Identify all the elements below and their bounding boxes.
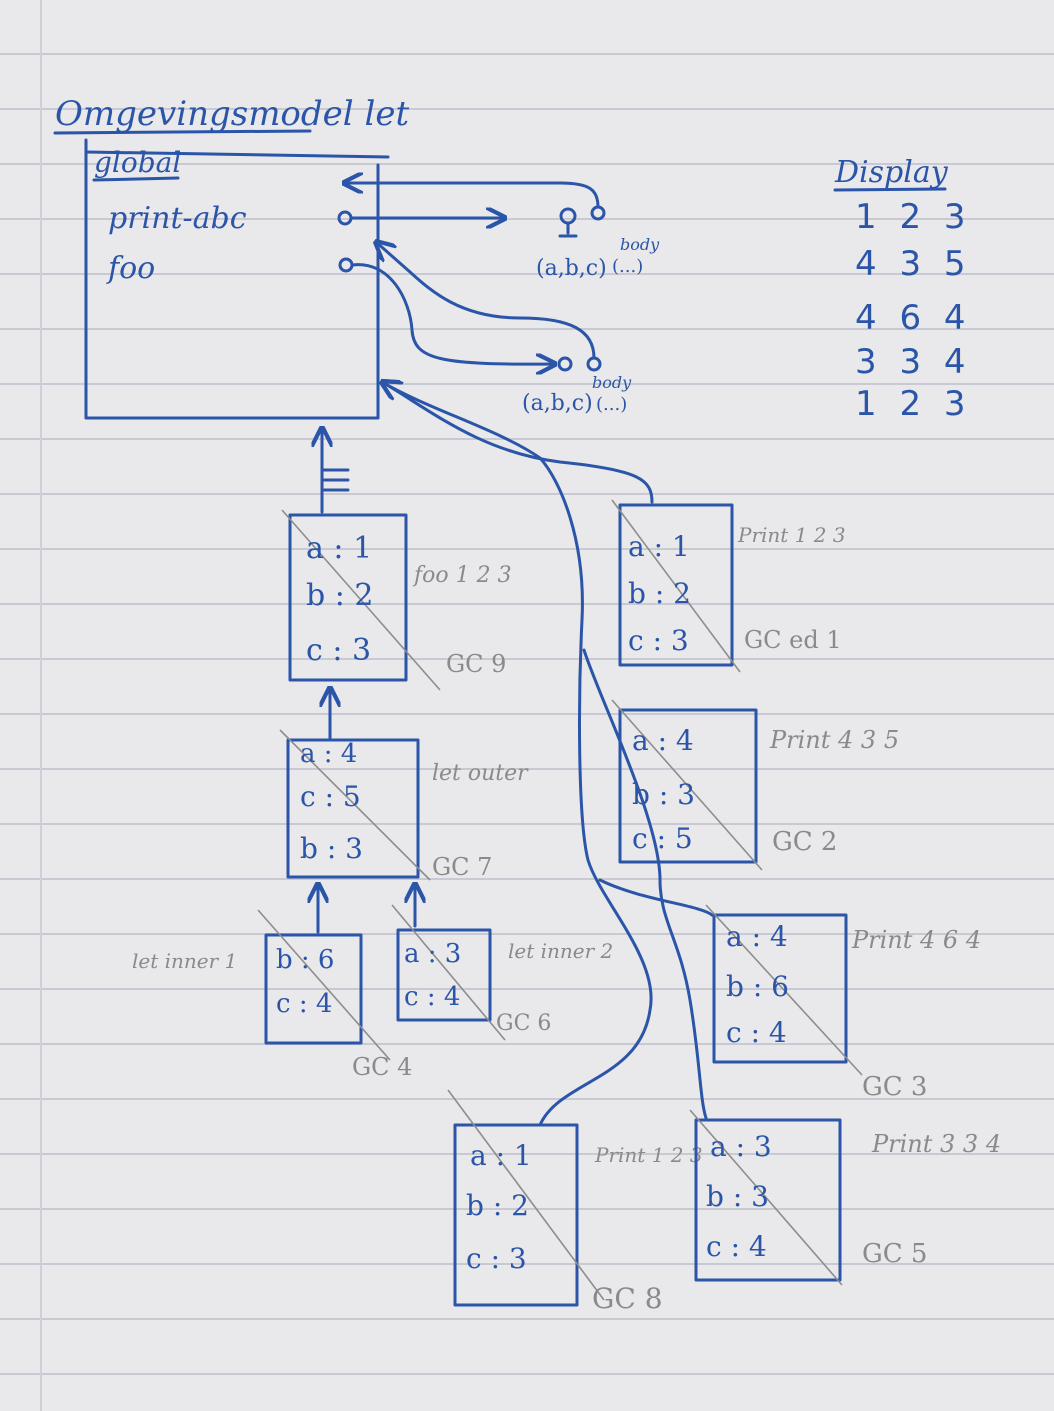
global-frame-top bbox=[84, 150, 390, 159]
frame-p3-gc: GC 3 bbox=[862, 1072, 927, 1102]
frame-foo-row-b: b : 2 bbox=[306, 578, 373, 613]
closure-1-body: body bbox=[620, 235, 660, 254]
frame-let-inner-2: a : 3 c : 4 let inner 2 GC 6 bbox=[391, 904, 613, 1041]
frame-inner1-row-c: c : 4 bbox=[276, 989, 332, 1019]
frame-inner1-label: let inner 1 bbox=[132, 949, 237, 973]
diagram-title: Omgevingsmodel let bbox=[55, 94, 409, 134]
display-line-4: 3 3 4 bbox=[855, 342, 972, 382]
binding-print-abc: print-abc bbox=[108, 201, 247, 236]
closure-foo: (a,b,c) body (...) bbox=[522, 356, 632, 416]
frame-inner2-label: let inner 2 bbox=[508, 939, 613, 963]
frame-inner1-row-b: b : 6 bbox=[276, 945, 334, 975]
frame-outer-label: let outer bbox=[432, 761, 529, 786]
frame-inner1-gc: GC 4 bbox=[352, 1053, 412, 1081]
frame-p5-label: Print 3 3 4 bbox=[871, 1130, 1001, 1158]
frame-let-outer: a : 4 c : 5 b : 3 let outer GC 7 bbox=[279, 729, 529, 881]
frame-foo: a : 1 b : 2 c : 3 foo 1 2 3 GC 9 bbox=[281, 509, 512, 691]
frame-p3-label: Print 4 6 4 bbox=[851, 926, 981, 954]
frame-foo-row-c: c : 3 bbox=[306, 633, 371, 668]
binding-dot-print-abc bbox=[337, 210, 353, 226]
display-underline bbox=[833, 187, 947, 192]
display-line-5: 1 2 3 bbox=[855, 384, 972, 424]
display-line-3: 4 6 4 bbox=[855, 298, 972, 338]
frame-outer-row-c: c : 5 bbox=[300, 780, 361, 813]
frame-p1-row-c: c : 3 bbox=[628, 624, 689, 657]
arrow-closure1-env bbox=[344, 183, 600, 209]
frame-foo-gc: GC 9 bbox=[446, 650, 506, 678]
frame-print-123-b: a : 1 b : 2 c : 3 Print 1 2 3 GC 8 bbox=[447, 1089, 703, 1315]
display-label: Display bbox=[834, 155, 949, 190]
closure-1-body-dots: (...) bbox=[612, 256, 643, 277]
global-label-underline bbox=[92, 176, 180, 182]
frame-p5-gc: GC 5 bbox=[862, 1239, 927, 1269]
frame-print-435: a : 4 b : 3 c : 5 Print 4 3 5 GC 2 bbox=[611, 699, 899, 871]
frame-outer-row-a: a : 4 bbox=[300, 739, 357, 769]
frame-inner2-row-a: a : 3 bbox=[404, 939, 461, 969]
frame-inner2-row-c: c : 4 bbox=[404, 982, 460, 1012]
link-print-chain bbox=[582, 648, 708, 1120]
frame-p4-row-c: c : 3 bbox=[466, 1242, 527, 1275]
arrow-print1-to-global bbox=[382, 382, 654, 504]
frame-p2-label: Print 4 3 5 bbox=[769, 726, 899, 754]
frame-outer-gc: GC 7 bbox=[432, 853, 492, 881]
frame-p1-row-b: b : 2 bbox=[628, 577, 691, 610]
title-underline bbox=[53, 129, 312, 135]
closure-print-abc: (a,b,c) body (...) bbox=[536, 205, 660, 281]
frame-p2-row-c: c : 5 bbox=[632, 822, 693, 855]
global-frame-box bbox=[84, 138, 380, 420]
arrow-foo-to-closure bbox=[350, 263, 555, 365]
frame-let-inner-1: b : 6 c : 4 let inner 1 GC 4 bbox=[132, 909, 412, 1081]
frame-p5-row-c: c : 4 bbox=[706, 1230, 767, 1263]
frame-p1-label: Print 1 2 3 bbox=[737, 523, 846, 547]
frame-inner2-gc: GC 6 bbox=[496, 1011, 551, 1036]
frame-p4-row-b: b : 2 bbox=[466, 1189, 529, 1222]
frame-p3-row-c: c : 4 bbox=[726, 1016, 787, 1049]
frame-print-334: a : 3 b : 3 c : 4 Print 3 3 4 GC 5 bbox=[689, 1109, 1001, 1286]
binding-dot-foo bbox=[338, 257, 354, 273]
frame-p3-row-b: b : 6 bbox=[726, 970, 789, 1003]
closure-2-body: body bbox=[592, 373, 632, 392]
closure-1-params: (a,b,c) bbox=[536, 256, 607, 281]
frame-p4-label: Print 1 2 3 bbox=[594, 1143, 703, 1167]
closure-2-body-dots: (...) bbox=[596, 394, 627, 415]
frame-p5-row-b: b : 3 bbox=[706, 1180, 769, 1213]
display-line-2: 4 3 5 bbox=[855, 244, 972, 284]
arrow-closure2-env bbox=[376, 242, 596, 360]
frame-print-464: a : 4 b : 6 c : 4 Print 4 6 4 GC 3 bbox=[705, 904, 981, 1102]
frame-p2-row-a: a : 4 bbox=[632, 724, 694, 757]
frame-print-123-a: a : 1 b : 2 c : 3 Print 1 2 3 GC ed 1 bbox=[611, 499, 846, 673]
arrow-print-frames-to-global bbox=[382, 382, 653, 1127]
binding-foo: foo bbox=[106, 251, 155, 286]
frame-foo-label: foo 1 2 3 bbox=[412, 563, 512, 588]
scribble-mark bbox=[320, 468, 350, 492]
frame-p4-gc: GC 8 bbox=[592, 1282, 663, 1315]
frame-p1-gc: GC ed 1 bbox=[744, 626, 842, 654]
frame-p5-row-a: a : 3 bbox=[710, 1130, 772, 1163]
frame-p4-row-a: a : 1 bbox=[470, 1139, 532, 1172]
global-frame-label: global bbox=[94, 146, 181, 179]
link-print-464 bbox=[598, 878, 714, 917]
frame-foo-row-a: a : 1 bbox=[306, 531, 372, 566]
frame-p2-row-b: b : 3 bbox=[632, 778, 695, 811]
closure-2-params: (a,b,c) bbox=[522, 391, 593, 416]
frame-p1-row-a: a : 1 bbox=[628, 530, 690, 563]
frame-p2-gc: GC 2 bbox=[772, 827, 837, 857]
display-line-1: 1 2 3 bbox=[855, 197, 972, 237]
frame-p3-row-a: a : 4 bbox=[726, 920, 788, 953]
frame-outer-row-b: b : 3 bbox=[300, 832, 363, 865]
notebook-margin bbox=[40, 0, 42, 1411]
